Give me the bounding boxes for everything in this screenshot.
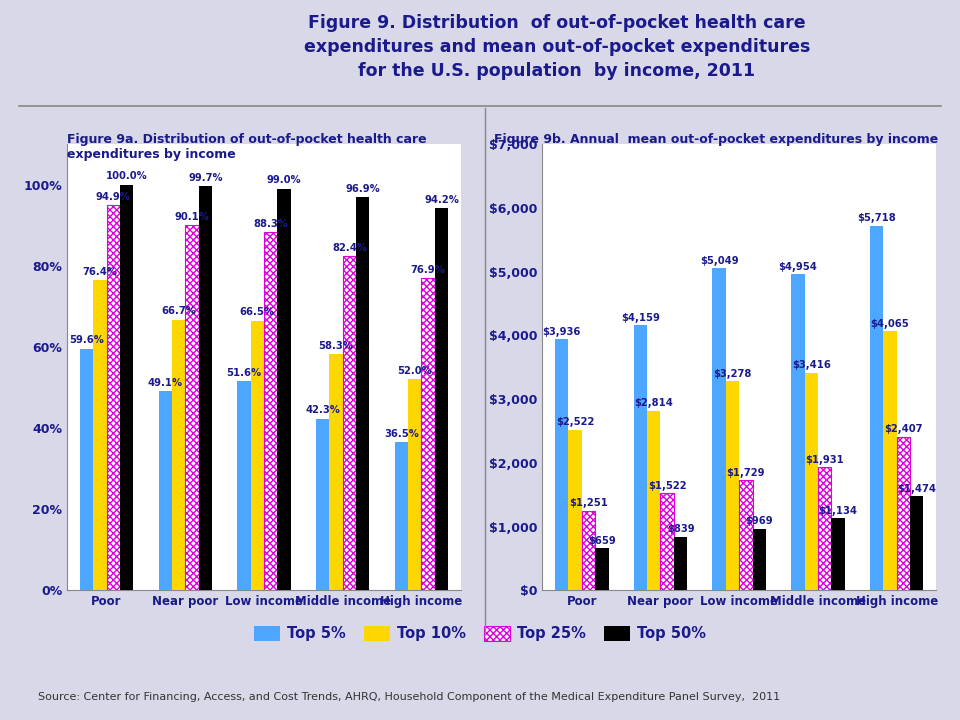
Bar bbox=[237, 381, 251, 590]
Text: 99.7%: 99.7% bbox=[188, 173, 223, 183]
Text: 96.9%: 96.9% bbox=[346, 184, 380, 194]
Bar bbox=[634, 325, 647, 590]
Bar bbox=[395, 442, 408, 590]
Text: 94.2%: 94.2% bbox=[424, 195, 459, 205]
Bar bbox=[818, 467, 831, 590]
Bar bbox=[107, 205, 120, 590]
Text: $1,251: $1,251 bbox=[569, 498, 608, 508]
Bar bbox=[568, 430, 582, 590]
Text: 42.3%: 42.3% bbox=[305, 405, 340, 415]
Text: 82.4%: 82.4% bbox=[332, 243, 367, 253]
Text: $1,729: $1,729 bbox=[727, 467, 765, 477]
Bar bbox=[158, 391, 172, 590]
Bar bbox=[343, 256, 356, 590]
Bar bbox=[80, 348, 93, 590]
Text: $1,931: $1,931 bbox=[805, 455, 844, 464]
Bar bbox=[910, 496, 924, 590]
Text: Figure 9b. Annual  mean out-of-pocket expenditures by income: Figure 9b. Annual mean out-of-pocket exp… bbox=[494, 133, 939, 146]
Text: $3,278: $3,278 bbox=[713, 369, 752, 379]
Text: 58.3%: 58.3% bbox=[319, 341, 353, 351]
Bar bbox=[726, 382, 739, 590]
Bar bbox=[804, 372, 818, 590]
Text: $2,522: $2,522 bbox=[556, 417, 594, 427]
Text: $5,718: $5,718 bbox=[857, 213, 896, 223]
Text: 66.7%: 66.7% bbox=[161, 307, 196, 317]
Text: Source: Center for Financing, Access, and Cost Trends, AHRQ, Household Component: Source: Center for Financing, Access, an… bbox=[38, 692, 780, 702]
Text: $3,416: $3,416 bbox=[792, 360, 830, 370]
Bar bbox=[831, 518, 845, 590]
Text: $1,134: $1,134 bbox=[819, 505, 857, 516]
Bar bbox=[883, 331, 897, 590]
Text: 52.0%: 52.0% bbox=[397, 366, 432, 376]
Text: $4,159: $4,159 bbox=[621, 312, 660, 323]
Text: Figure 9a. Distribution of out-of-pocket health care
expenditures by income: Figure 9a. Distribution of out-of-pocket… bbox=[67, 133, 427, 161]
Text: $5,049: $5,049 bbox=[700, 256, 738, 266]
Bar bbox=[435, 208, 448, 590]
Bar bbox=[172, 320, 185, 590]
Bar bbox=[555, 339, 568, 590]
Text: $2,407: $2,407 bbox=[884, 424, 923, 434]
Bar bbox=[647, 411, 660, 590]
Bar bbox=[199, 186, 212, 590]
Text: 90.1%: 90.1% bbox=[175, 212, 209, 222]
Bar bbox=[753, 528, 766, 590]
Text: 76.9%: 76.9% bbox=[411, 265, 445, 275]
Text: 94.9%: 94.9% bbox=[96, 192, 131, 202]
Text: 49.1%: 49.1% bbox=[148, 378, 182, 388]
Bar bbox=[739, 480, 753, 590]
Text: $969: $969 bbox=[746, 516, 773, 526]
Bar bbox=[120, 184, 133, 590]
Bar bbox=[408, 379, 421, 590]
Bar bbox=[582, 510, 595, 590]
Text: 99.0%: 99.0% bbox=[267, 176, 301, 185]
Text: 100.0%: 100.0% bbox=[106, 171, 148, 181]
Text: Figure 9. Distribution  of out-of-pocket health care
expenditures and mean out-o: Figure 9. Distribution of out-of-pocket … bbox=[303, 14, 810, 80]
Text: 66.5%: 66.5% bbox=[240, 307, 275, 318]
Bar bbox=[316, 419, 329, 590]
Text: $4,065: $4,065 bbox=[871, 319, 909, 328]
Text: 36.5%: 36.5% bbox=[384, 429, 419, 439]
Bar bbox=[277, 189, 291, 590]
Text: $1,474: $1,474 bbox=[898, 484, 936, 494]
Text: $3,936: $3,936 bbox=[542, 327, 581, 337]
Text: $2,814: $2,814 bbox=[635, 398, 673, 408]
Bar bbox=[870, 226, 883, 590]
Bar bbox=[674, 537, 687, 590]
Bar bbox=[595, 549, 609, 590]
Bar bbox=[421, 279, 435, 590]
Bar bbox=[660, 493, 674, 590]
Text: $839: $839 bbox=[667, 524, 694, 534]
Bar bbox=[356, 197, 370, 590]
Bar bbox=[712, 269, 726, 590]
Text: $4,954: $4,954 bbox=[779, 262, 817, 272]
Bar bbox=[264, 232, 277, 590]
Legend: Top 5%, Top 10%, Top 25%, Top 50%: Top 5%, Top 10%, Top 25%, Top 50% bbox=[248, 620, 712, 647]
Text: $1,522: $1,522 bbox=[648, 481, 686, 491]
Text: 76.4%: 76.4% bbox=[83, 267, 117, 277]
Bar bbox=[897, 437, 910, 590]
Text: 88.3%: 88.3% bbox=[253, 219, 288, 229]
Bar bbox=[93, 280, 107, 590]
Bar bbox=[329, 354, 343, 590]
Bar bbox=[185, 225, 199, 590]
Bar bbox=[791, 274, 804, 590]
Text: $659: $659 bbox=[588, 536, 615, 546]
Bar bbox=[251, 320, 264, 590]
Text: 59.6%: 59.6% bbox=[69, 336, 104, 346]
Text: 51.6%: 51.6% bbox=[227, 368, 261, 378]
